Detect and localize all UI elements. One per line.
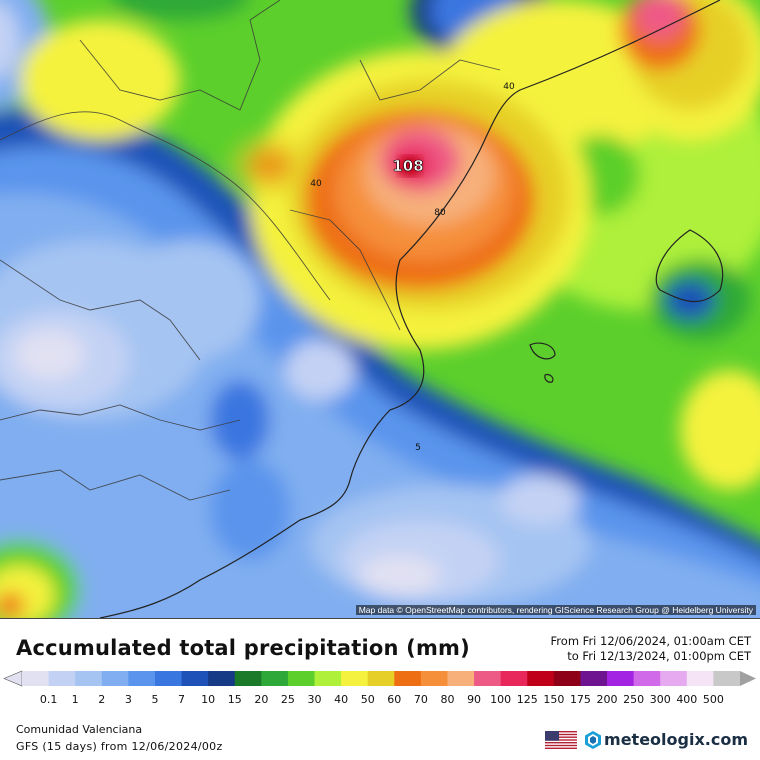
- legend-tick-label: 1: [72, 693, 79, 706]
- legend-swatch: [208, 671, 236, 686]
- legend-swatch: [22, 671, 50, 686]
- map-canvas: 108 40 40 80 5: [0, 0, 760, 618]
- contour-label-40: 40: [503, 82, 515, 92]
- contour-label-80: 80: [434, 208, 446, 218]
- brand-name: meteologix.com: [604, 730, 748, 749]
- legend-swatch: [341, 671, 369, 686]
- legend-swatch: [447, 671, 475, 686]
- period-from: From Fri 12/06/2024, 01:00am CET: [550, 634, 751, 648]
- max-value-label: 108: [392, 157, 423, 175]
- legend-swatch: [394, 671, 422, 686]
- legend-tick-label: 15: [228, 693, 242, 706]
- legend-tick-label: 40: [334, 693, 348, 706]
- legend-tick-label: 400: [676, 693, 697, 706]
- legend-tick-label: 0.1: [40, 693, 58, 706]
- legend-swatch: [101, 671, 129, 686]
- legend-swatch: [48, 671, 76, 686]
- legend-swatch: [660, 671, 688, 686]
- legend-tick-label: 150: [543, 693, 564, 706]
- legend-tick-label: 3: [125, 693, 132, 706]
- period-to: to Fri 12/13/2024, 01:00pm CET: [567, 649, 751, 663]
- legend-arrow-right: [740, 671, 756, 686]
- us-flag-icon[interactable]: [545, 730, 578, 749]
- legend-swatch: [128, 671, 156, 686]
- contour-label-5: 5: [415, 443, 421, 453]
- legend-swatch: [314, 671, 342, 686]
- legend-swatch: [527, 671, 555, 686]
- map-attribution: Map data © OpenStreetMap contributors, r…: [354, 603, 758, 617]
- legend-swatch: [580, 671, 608, 686]
- legend-swatch: [420, 671, 448, 686]
- legend-tick-label: 500: [703, 693, 724, 706]
- legend-swatch: [474, 671, 502, 686]
- logo-mark-icon: [585, 730, 602, 749]
- precipitation-field: 108 40 40 80 5: [0, 0, 760, 618]
- legend-tick-label: 175: [570, 693, 591, 706]
- brand-area[interactable]: meteologix.com: [545, 730, 748, 749]
- legend-tick-label: 80: [440, 693, 454, 706]
- color-legend: 0.1 1 2 3 5 7 10 15 20 25 30 40 50 60 70 80 90 100 125 150 1…: [0, 668, 760, 712]
- precipitation-map[interactable]: 108 40 40 80 5 Map data © OpenStreetMap …: [0, 0, 760, 619]
- legend-swatch: [553, 671, 581, 686]
- legend-swatch: [154, 671, 183, 686]
- legend-tick-label: 7: [178, 693, 185, 706]
- legend-tick-label: 70: [414, 693, 428, 706]
- legend-swatch: [607, 671, 635, 686]
- model-run: GFS (15 days) from 12/06/2024/00z: [16, 740, 223, 753]
- legend-arrow-left: [3, 670, 23, 687]
- legend-swatch: [287, 671, 316, 686]
- legend-tick-label: 300: [650, 693, 671, 706]
- legend-swatch: [75, 671, 103, 686]
- legend-swatch: [633, 671, 661, 686]
- region-name: Comunidad Valenciana: [16, 723, 143, 736]
- legend-swatch: [367, 671, 395, 686]
- legend-swatch: [713, 671, 741, 686]
- legend-swatch: [181, 671, 209, 686]
- legend-tick-label: 2: [98, 693, 105, 706]
- legend-scale: 0.1 1 2 3 5 7 10 15 20 25 30 40 50 60 70 80 90 100 125 150 1…: [3, 670, 756, 706]
- legend-tick-label: 200: [597, 693, 618, 706]
- meteologix-logo[interactable]: meteologix.com: [585, 730, 748, 749]
- legend-tick-label: 50: [361, 693, 375, 706]
- legend-tick-label: 20: [254, 693, 268, 706]
- legend-tick-label: 100: [490, 693, 511, 706]
- legend-tick-label: 90: [467, 693, 481, 706]
- legend-swatch: [234, 671, 262, 686]
- contour-labels: 108 40 40 80 5: [310, 82, 515, 453]
- legend-swatch: [261, 671, 289, 686]
- legend-tick-label: 125: [517, 693, 538, 706]
- forecast-period: From Fri 12/06/2024, 01:00am CET to Fri …: [551, 634, 751, 664]
- attribution-text: Map data © OpenStreetMap contributors, r…: [355, 605, 756, 615]
- max-marker: 108: [392, 157, 424, 176]
- legend-tick-label: 25: [281, 693, 295, 706]
- legend-tick-label: 10: [201, 693, 215, 706]
- legend-tick-label: 5: [151, 693, 158, 706]
- country-borders: [0, 0, 501, 501]
- legend-tick-label: 60: [387, 693, 401, 706]
- legend-swatch: [500, 671, 528, 686]
- chart-title: Accumulated total precipitation (mm): [16, 636, 470, 660]
- legend-tick-label: 30: [308, 693, 322, 706]
- coastline: [99, 0, 724, 618]
- legend-tick-label: 250: [623, 693, 644, 706]
- legend-swatch: [686, 671, 714, 686]
- contour-label-40: 40: [310, 179, 322, 189]
